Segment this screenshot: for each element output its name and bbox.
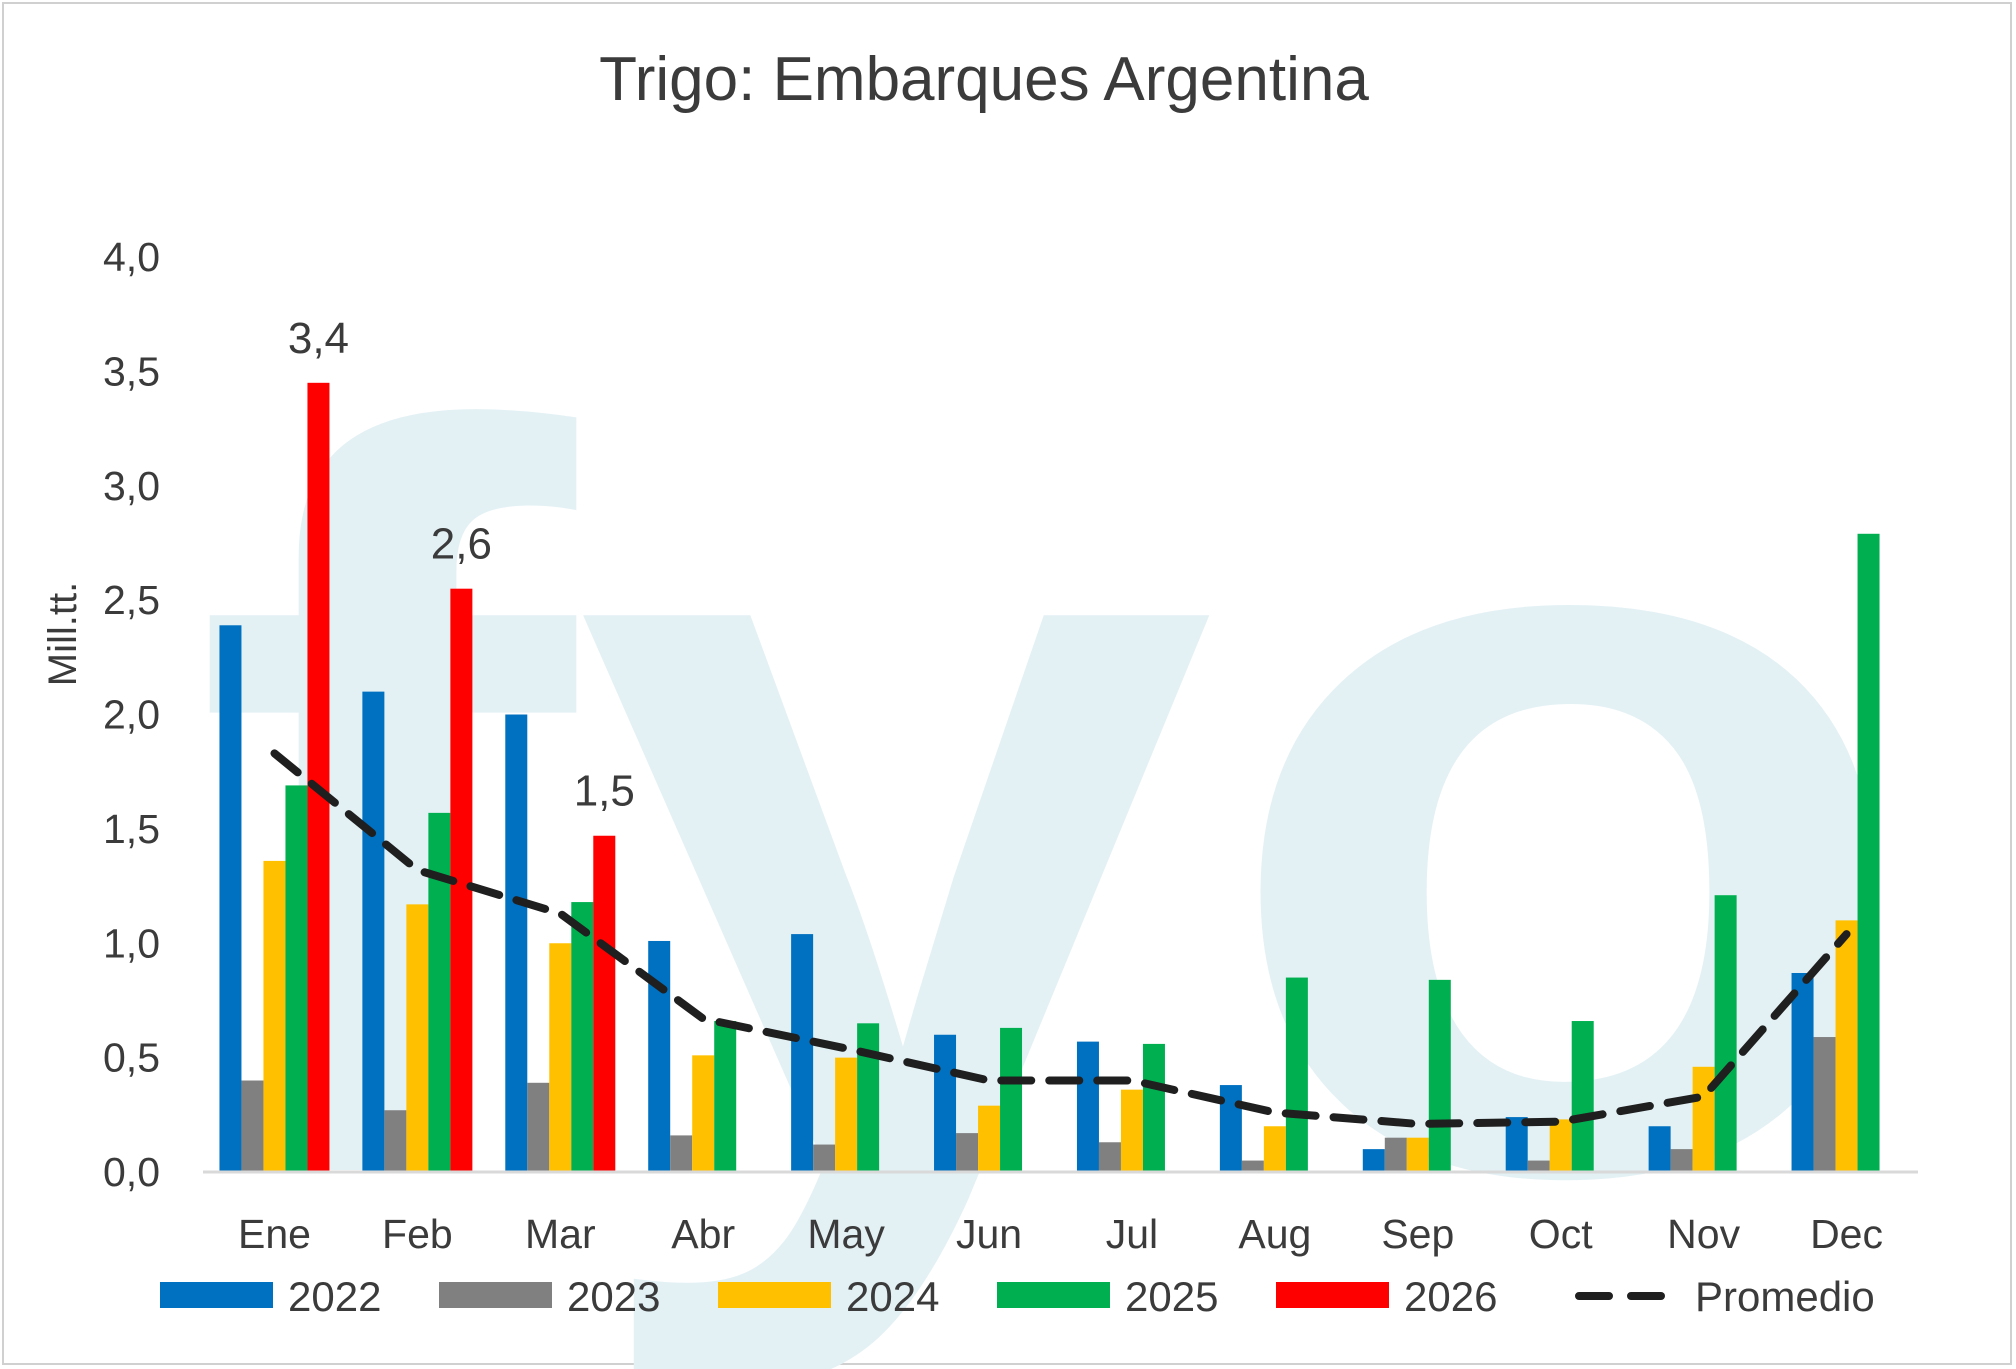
bar-2024-Ene — [263, 860, 286, 1172]
bar-2023-Jul — [1098, 1142, 1121, 1172]
bar-2024-Aug — [1263, 1126, 1286, 1172]
series-line-promedio — [270, 749, 1851, 1128]
bar-2023-Sep — [1384, 1137, 1407, 1172]
legend-swatch-2022 — [160, 1282, 273, 1308]
y-axis-ticks: 0,0 0,5 1,0 1,5 2,0 2,5 3,0 3,5 4,0 — [103, 234, 160, 1195]
bar-2022-Abr — [648, 940, 671, 1172]
data-label-2026-Feb: 2,6 — [431, 520, 492, 569]
legend-label: 2023 — [567, 1273, 660, 1320]
bar-2024-Nov — [1692, 1066, 1715, 1172]
legend-swatch-2024 — [718, 1282, 831, 1308]
data-label-2026-Mar: 1,5 — [574, 767, 635, 816]
bar-2023-Jun — [956, 1133, 979, 1172]
bar-2022-Ene — [219, 625, 242, 1172]
legend-swatch-2023 — [439, 1282, 552, 1308]
bar-2024-Jun — [978, 1105, 1001, 1172]
x-tick-label: Mar — [525, 1211, 596, 1257]
bar-2025-Dec — [1857, 533, 1880, 1172]
x-tick-label: Jul — [1106, 1211, 1158, 1257]
y-tick-label: 3,5 — [103, 348, 160, 394]
x-tick-label: Abr — [671, 1211, 735, 1257]
x-tick-label: Sep — [1381, 1211, 1454, 1257]
bar-2022-Nov — [1648, 1126, 1671, 1172]
x-tick-label: Dec — [1810, 1211, 1883, 1257]
bar-2023-Aug — [1241, 1160, 1264, 1172]
bar-2025-Jun — [1000, 1027, 1023, 1172]
bar-2024-Oct — [1549, 1119, 1572, 1172]
bar-2024-Feb — [406, 904, 429, 1172]
bar-2025-Jul — [1142, 1043, 1165, 1172]
y-tick-label: 3,0 — [103, 463, 160, 509]
x-tick-label: Ene — [238, 1211, 311, 1257]
legend-label: 2024 — [846, 1273, 939, 1320]
bar-2026-Ene — [307, 382, 330, 1172]
x-axis-ticks: Ene Feb Mar Abr May Jun Jul Aug Sep Oct Nov Dec — [238, 1211, 1883, 1257]
bar-2024-Abr — [692, 1055, 715, 1172]
bar-2022-Jun — [934, 1034, 957, 1172]
y-axis-label: Mill.tt. — [41, 582, 85, 686]
bar-2022-Feb — [362, 691, 385, 1172]
bar-2025-May — [857, 1023, 880, 1172]
legend: 2022 2023 2024 2025 2026 Promedio — [160, 1273, 1875, 1320]
bar-2023-Dec — [1813, 1037, 1836, 1172]
chart-title: Trigo: Embarques Argentina — [599, 45, 1369, 114]
bar-2024-Jul — [1120, 1089, 1143, 1172]
x-tick-label: Nov — [1667, 1211, 1740, 1257]
y-tick-label: 0,0 — [103, 1149, 160, 1195]
bar-2022-Sep — [1362, 1149, 1385, 1172]
legend-label: 2022 — [288, 1273, 381, 1320]
bar-2023-Feb — [384, 1110, 407, 1172]
y-tick-label: 2,5 — [103, 577, 160, 623]
bar-2024-Sep — [1406, 1137, 1429, 1172]
y-tick-label: 1,5 — [103, 806, 160, 852]
y-tick-label: 2,0 — [103, 692, 160, 738]
bar-2024-Dec — [1835, 920, 1858, 1172]
y-tick-label: 0,5 — [103, 1035, 160, 1081]
data-labels: 3,4 2,6 1,5 — [288, 314, 635, 816]
bar-2025-Aug — [1285, 977, 1308, 1172]
x-tick-label: May — [807, 1211, 885, 1257]
bar-2022-Jul — [1076, 1041, 1099, 1172]
x-tick-label: Feb — [382, 1211, 453, 1257]
bar-2025-Oct — [1571, 1021, 1594, 1172]
x-tick-label: Aug — [1238, 1211, 1311, 1257]
legend-swatch-2025 — [997, 1282, 1110, 1308]
bar-2024-May — [835, 1057, 858, 1172]
x-tick-label: Oct — [1529, 1211, 1593, 1257]
watermark-logo: fyo — [190, 219, 1920, 1369]
bar-2022-Mar — [505, 714, 528, 1172]
bar-2023-Ene — [241, 1080, 264, 1172]
legend-label: 2025 — [1125, 1273, 1218, 1320]
bar-2025-Abr — [714, 1021, 737, 1172]
bar-2025-Feb — [428, 812, 451, 1172]
legend-swatch-2026 — [1276, 1282, 1389, 1308]
data-label-2026-Ene: 3,4 — [288, 314, 349, 363]
bars-group — [219, 382, 1880, 1172]
bar-2026-Feb — [450, 588, 473, 1172]
bar-2022-Dec — [1791, 972, 1814, 1172]
bar-2025-Mar — [571, 902, 594, 1172]
bar-2024-Mar — [549, 943, 572, 1172]
bar-2023-Abr — [670, 1135, 693, 1172]
bar-2023-Nov — [1670, 1149, 1693, 1172]
legend-label: 2026 — [1404, 1273, 1497, 1320]
bar-2025-Ene — [285, 785, 308, 1172]
y-tick-label: 4,0 — [103, 234, 160, 280]
average-line-group — [270, 749, 1851, 1128]
bar-2022-Oct — [1505, 1117, 1528, 1172]
y-tick-label: 1,0 — [103, 920, 160, 966]
bar-2023-Mar — [527, 1082, 550, 1172]
bar-2022-May — [791, 934, 814, 1172]
bar-2023-May — [813, 1144, 836, 1172]
legend-label: Promedio — [1695, 1273, 1875, 1320]
bar-2025-Sep — [1428, 979, 1451, 1172]
bar-2023-Oct — [1527, 1160, 1550, 1172]
x-tick-label: Jun — [956, 1211, 1022, 1257]
bar-2026-Mar — [593, 835, 616, 1172]
bar-2025-Nov — [1714, 895, 1737, 1172]
